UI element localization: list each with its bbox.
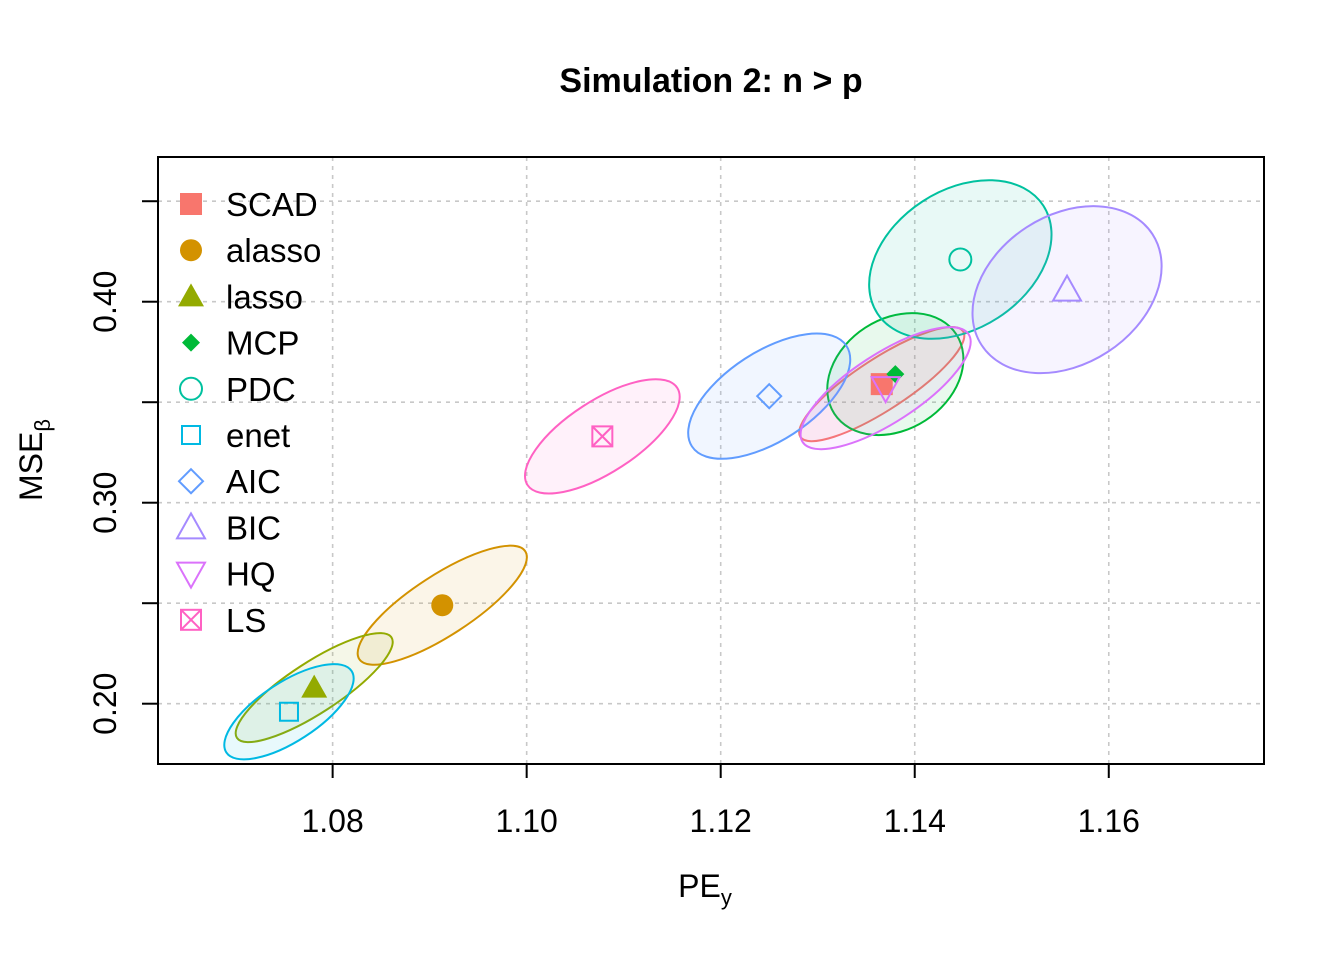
legend-symbol-aic — [177, 467, 205, 495]
x-tick-label: 1.16 — [1078, 803, 1140, 839]
chart-title: Simulation 2: n > p — [559, 62, 862, 100]
plot-frame — [157, 156, 1265, 765]
x-axis-label-main: PE — [678, 868, 721, 904]
point-lasso — [301, 674, 328, 698]
legend-label-scad: SCAD — [226, 186, 318, 223]
legend-label-aic: AIC — [226, 463, 281, 500]
x-tick-label: 1.10 — [496, 803, 558, 839]
y-tick-label: 0.30 — [87, 472, 123, 534]
point-hq — [869, 376, 902, 405]
legend-symbol-enet — [181, 425, 201, 445]
x-axis: 1.08 1.10 1.12 1.14 1.16 — [301, 764, 1140, 839]
confidence-ellipses — [223, 179, 1163, 761]
legend-symbol-lasso — [178, 283, 204, 307]
x-axis-label: PEy — [678, 868, 732, 910]
x-axis-label-sub: y — [721, 885, 732, 910]
y-tick-label: 0.40 — [87, 271, 123, 333]
legend-symbol-bic — [175, 511, 207, 540]
point-ls — [591, 425, 614, 448]
point-scad — [870, 373, 893, 396]
y-tick-label: 0.20 — [87, 673, 123, 735]
y-axis-label: MSEβ — [13, 419, 55, 501]
legend-symbol-pdc — [179, 376, 203, 401]
ellipse-bic — [971, 205, 1163, 375]
ellipse-aic — [687, 332, 852, 460]
y-axis-label-sub: β — [30, 419, 55, 432]
legend-label-mcp: MCP — [226, 325, 299, 362]
legend-label-alasso: alasso — [226, 232, 321, 269]
legend-label-ls: LS — [226, 602, 266, 639]
grid — [158, 157, 1264, 764]
y-axis-label-main: MSE — [13, 432, 49, 501]
legend-symbol-ls — [180, 608, 202, 631]
legend-label-enet: enet — [226, 417, 290, 454]
legend: SCAD alasso lasso MCP PDC enet AIC BIC HQ LS — [175, 186, 321, 639]
x-tick-label: 1.12 — [690, 803, 752, 839]
y-axis: 0.20 0.30 0.40 — [87, 200, 158, 735]
point-alasso — [431, 594, 454, 617]
legend-label-hq: HQ — [226, 556, 276, 593]
point-bic — [1051, 273, 1083, 302]
legend-label-bic: BIC — [226, 509, 281, 546]
x-tick-label: 1.08 — [301, 803, 363, 839]
data-points — [278, 247, 1083, 722]
legend-symbol-alasso — [180, 239, 202, 262]
legend-label-lasso: lasso — [226, 278, 303, 315]
point-enet — [278, 701, 299, 722]
legend-symbol-scad — [180, 193, 202, 215]
legend-symbol-mcp — [182, 333, 200, 352]
legend-label-pdc: PDC — [226, 371, 296, 408]
x-tick-label: 1.14 — [884, 803, 946, 839]
ellipse-enet — [223, 663, 355, 761]
point-aic — [755, 382, 783, 410]
ellipse-pdc — [868, 179, 1053, 340]
legend-symbol-hq — [175, 561, 207, 590]
point-pdc — [948, 247, 973, 272]
